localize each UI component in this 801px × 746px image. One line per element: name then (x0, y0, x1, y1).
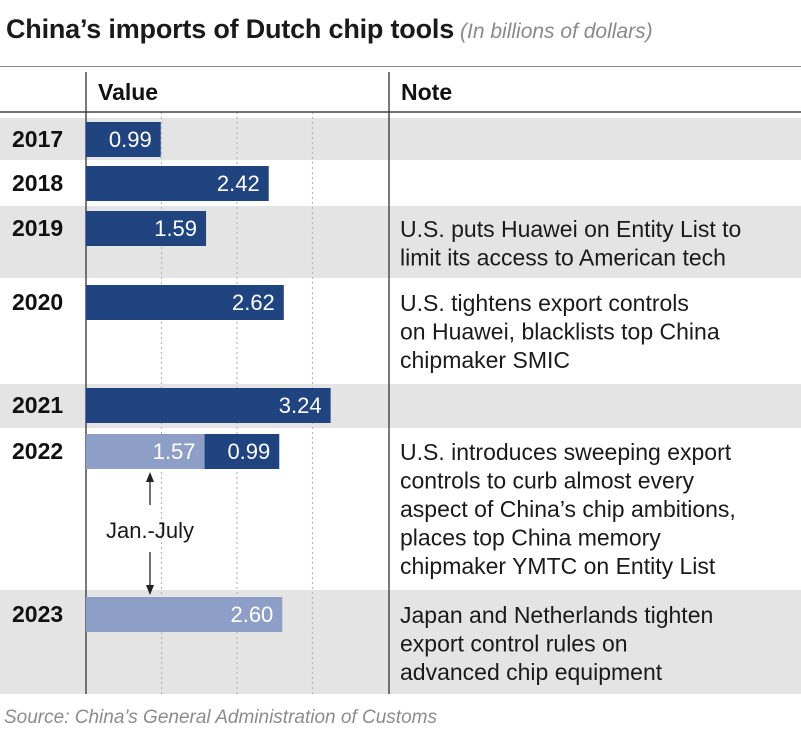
note-2020-line-2: on Huawei, blacklists top China (400, 319, 720, 345)
bar-2022-0 (86, 434, 205, 469)
bar-label-2018-0: 2.42 (217, 171, 260, 196)
note-2023-line-3: advanced chip equipment (400, 659, 663, 685)
bar-label-2023-0: 2.60 (230, 602, 273, 627)
chart-title: China’s imports of Dutch chip tools (6, 14, 455, 44)
note-2022-line-4: places top China memory (400, 525, 661, 551)
note-2023-line-1: Japan and Netherlands tighten (400, 602, 713, 628)
year-label-2020: 2020 (12, 289, 63, 315)
bar-2018-0 (86, 166, 269, 201)
bar-label-2019-0: 1.59 (154, 216, 197, 241)
bar-label-2017-0: 0.99 (109, 127, 152, 152)
note-2019-line-2: limit its access to American tech (400, 245, 726, 271)
annotation-arrow-down-head (146, 585, 154, 595)
note-2022-line-5: chipmaker YMTC on Entity List (400, 553, 716, 579)
year-label-2019: 2019 (12, 215, 63, 241)
year-label-2017: 2017 (12, 126, 63, 152)
chart-subtitle: (In billions of dollars) (460, 20, 653, 43)
chart-title-row: China’s imports of Dutch chip tools (In b… (6, 14, 796, 45)
note-2022-line-2: controls to curb almost every (400, 468, 695, 494)
year-label-2022: 2022 (12, 438, 63, 464)
note-column-header: Note (401, 79, 452, 105)
year-label-2023: 2023 (12, 601, 63, 627)
bar-2020-0 (86, 285, 284, 320)
bar-label-2020-0: 2.62 (232, 290, 275, 315)
annotation-arrow-up-head (146, 472, 154, 482)
note-2020-line-1: U.S. tightens export controls (400, 290, 689, 316)
bar-label-2021-0: 3.24 (279, 393, 322, 418)
note-2023-line-2: export control rules on (400, 631, 628, 657)
note-2019-line-1: U.S. puts Huawei on Entity List to (400, 216, 741, 242)
note-2020-line-3: chipmaker SMIC (400, 347, 570, 373)
note-2022-line-3: aspect of China’s chip ambitions, (400, 496, 736, 522)
bar-2023-0 (86, 597, 283, 632)
bar-2017-0 (86, 122, 161, 157)
bar-2021-0 (86, 388, 331, 423)
title-divider (0, 66, 801, 67)
bar-2022-1 (204, 434, 280, 469)
bar-2019-0 (86, 211, 207, 246)
bar-label-2022-0: 1.57 (153, 439, 196, 464)
value-column-header: Value (98, 79, 158, 105)
note-2022-line-1: U.S. introduces sweeping export (400, 439, 732, 465)
jan-july-annotation: Jan.-July (106, 518, 194, 543)
year-label-2018: 2018 (12, 170, 63, 196)
source-credit: Source: China’s General Administration o… (4, 707, 437, 728)
bar-label-2022-1: 0.99 (227, 439, 270, 464)
year-label-2021: 2021 (12, 392, 63, 418)
